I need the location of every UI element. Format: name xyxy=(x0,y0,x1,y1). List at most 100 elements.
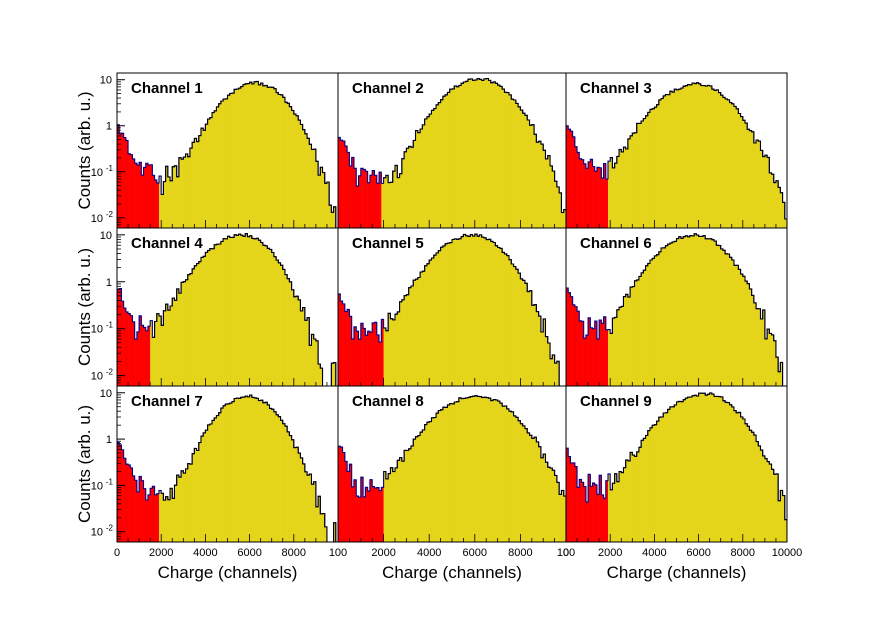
histogram-bin xyxy=(152,337,155,386)
histogram-bin xyxy=(694,83,697,228)
histogram-bin xyxy=(641,121,644,228)
histogram-bin xyxy=(291,110,295,228)
histogram-bin xyxy=(520,110,523,228)
histogram-bin xyxy=(678,89,682,228)
histogram-bin xyxy=(467,236,471,386)
histogram-bin xyxy=(649,427,653,542)
histogram-bin xyxy=(705,86,708,228)
histogram-bin xyxy=(627,460,631,542)
histogram-bin xyxy=(751,131,755,228)
x-axis-title: Charge (channels) xyxy=(382,563,522,582)
histogram-bin xyxy=(170,488,173,542)
histogram-bin xyxy=(216,244,219,386)
histogram-bin xyxy=(276,92,279,228)
histogram-bin xyxy=(720,396,724,542)
histogram-bin xyxy=(685,85,688,228)
histogram-bin xyxy=(163,310,166,386)
histogram-bin xyxy=(322,513,326,542)
histogram-bin xyxy=(178,477,182,542)
histogram-bin xyxy=(534,437,537,542)
histogram-bin xyxy=(365,335,368,386)
histogram-bin xyxy=(716,89,719,228)
histogram-outline-main xyxy=(161,394,338,542)
histogram-bin xyxy=(187,463,191,542)
histogram-bin xyxy=(123,458,127,542)
histogram-bin xyxy=(158,316,162,386)
histogram-bin xyxy=(154,321,158,386)
histogram-bin xyxy=(490,400,494,542)
histogram-bin xyxy=(656,104,660,228)
histogram-bin xyxy=(280,94,284,228)
histogram-bin xyxy=(242,397,246,542)
histogram-bin xyxy=(592,483,596,542)
histogram-bin xyxy=(561,490,565,542)
histogram-bin xyxy=(627,297,631,386)
histogram-bin xyxy=(212,112,215,228)
histogram-bin xyxy=(590,159,593,228)
histogram-bin xyxy=(550,468,553,542)
histogram-bin xyxy=(236,398,239,542)
histogram-bin xyxy=(207,119,211,228)
histogram-bin xyxy=(174,300,177,386)
histogram-bin xyxy=(540,144,544,228)
y-tick-label: 1 xyxy=(106,277,112,289)
histogram-bin xyxy=(691,235,695,386)
histogram-bin xyxy=(161,493,164,542)
histogram-bin xyxy=(470,78,473,228)
histogram-bin xyxy=(404,295,407,386)
histogram-bin xyxy=(596,494,600,542)
histogram-bin xyxy=(234,234,237,386)
histogram-bin xyxy=(614,163,618,228)
histogram-bin xyxy=(547,343,551,386)
histogram-bin xyxy=(714,396,717,542)
histogram-bin xyxy=(136,331,140,386)
histogram-outline-main xyxy=(383,78,566,214)
histogram-bin xyxy=(372,486,375,542)
histogram-bin xyxy=(223,405,226,542)
histogram-bin xyxy=(612,318,615,386)
histogram-bin xyxy=(234,398,237,542)
histogram-bin xyxy=(472,396,476,542)
histogram-bin xyxy=(707,238,710,386)
histogram-bin xyxy=(333,206,337,228)
histogram-bin xyxy=(658,251,662,386)
histogram-bin xyxy=(747,426,750,542)
histogram-bin xyxy=(141,325,144,386)
histogram-bin xyxy=(756,441,759,542)
histogram-bin xyxy=(718,92,721,228)
histogram-bin xyxy=(267,248,270,386)
histogram-bin xyxy=(529,125,533,228)
y-tick-exponent: -1 xyxy=(106,477,114,486)
x-tick-label: 4000 xyxy=(642,547,666,559)
histogram-bin xyxy=(758,141,761,228)
histogram-bin xyxy=(192,453,195,542)
histogram-bin xyxy=(652,258,655,386)
histogram-bin xyxy=(353,168,357,228)
histogram-bin xyxy=(483,397,487,542)
histogram-bin xyxy=(433,417,437,542)
histogram-bin xyxy=(369,175,373,228)
histogram-bin xyxy=(313,339,317,386)
y-tick-label: 10 xyxy=(91,527,103,539)
histogram-bin xyxy=(447,92,451,228)
histogram-bin xyxy=(143,167,147,228)
histogram-bin xyxy=(592,166,596,228)
histogram-bin xyxy=(431,417,435,542)
histogram-bin xyxy=(254,397,257,542)
histogram-bin xyxy=(509,94,512,228)
histogram-bin xyxy=(572,136,576,228)
histogram-bin xyxy=(636,451,640,542)
histogram-bin xyxy=(284,102,288,228)
histogram-bin xyxy=(406,450,409,542)
histogram-bin xyxy=(349,166,352,228)
histogram-bin xyxy=(511,263,514,386)
histogram-bin xyxy=(661,247,664,386)
histogram-bin xyxy=(601,494,604,542)
histogram-bin xyxy=(401,158,405,228)
histogram-bin xyxy=(700,85,704,228)
histogram-bin xyxy=(449,403,453,542)
histogram-bin xyxy=(583,338,587,386)
histogram-bin xyxy=(249,235,253,386)
histogram-bin xyxy=(176,176,180,228)
